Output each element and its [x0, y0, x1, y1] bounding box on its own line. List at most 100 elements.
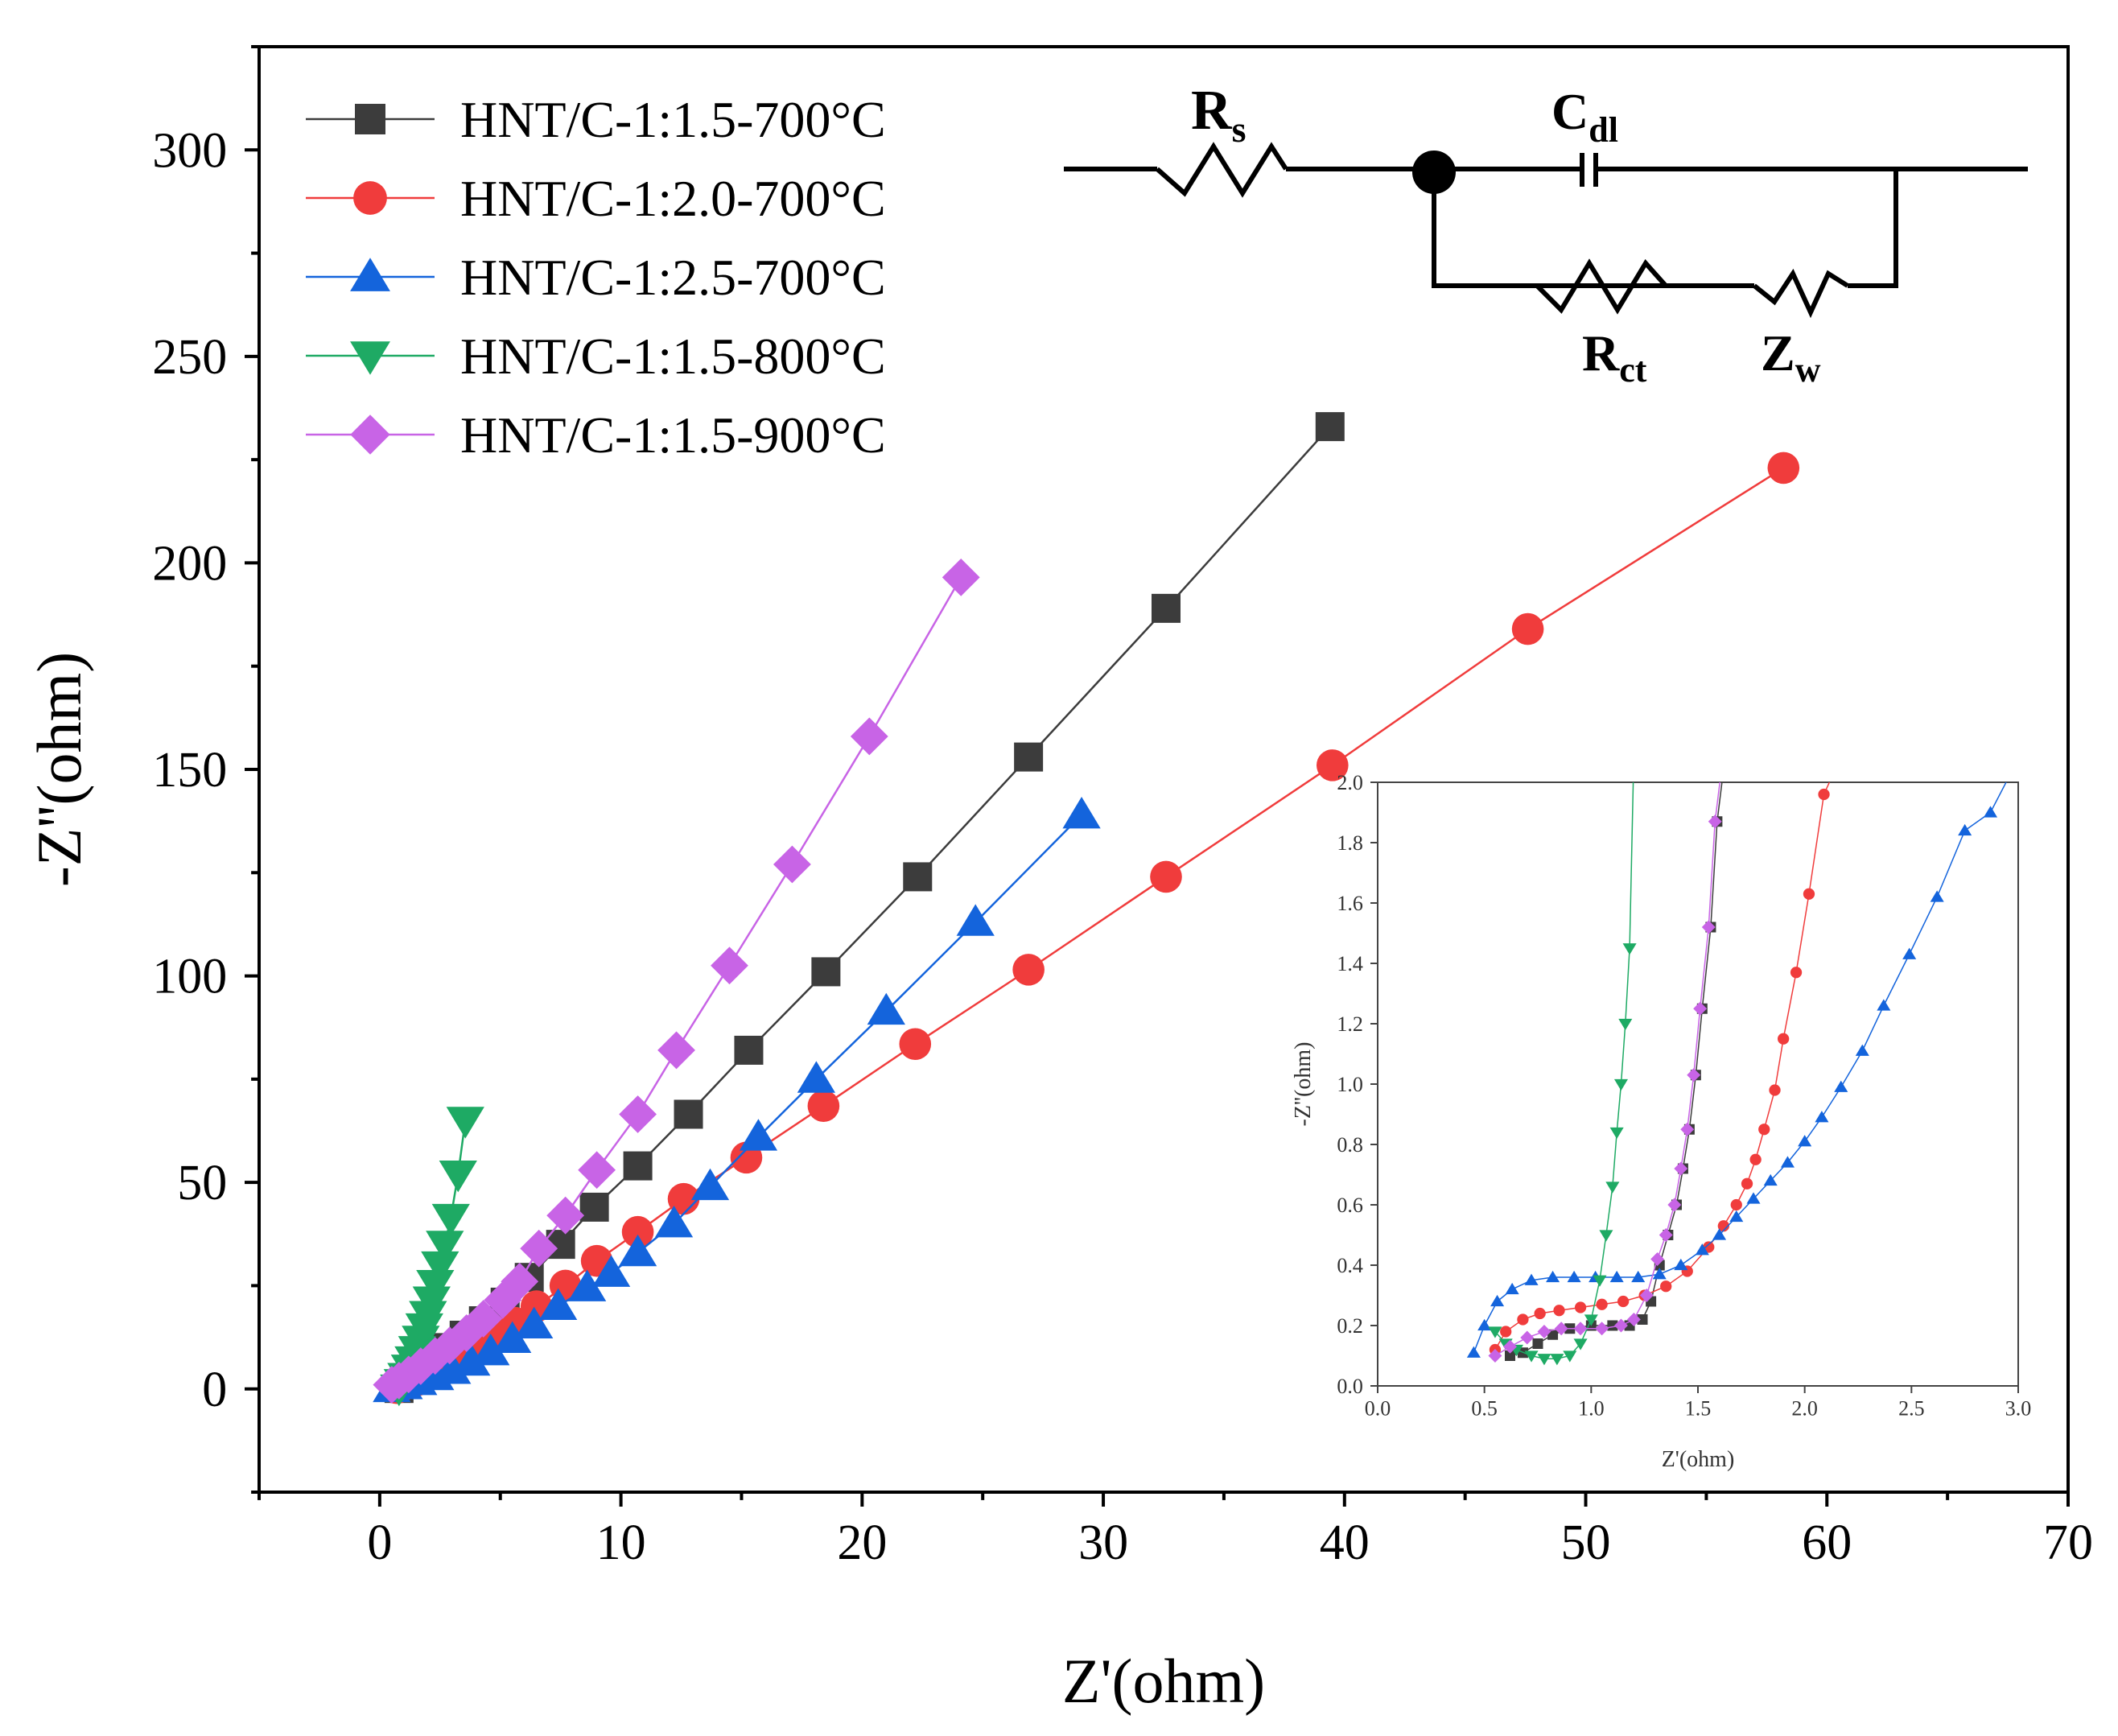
data-point: [1151, 593, 1181, 623]
data-point: [1639, 1289, 1654, 1302]
x-axis-label: Z'(ohm): [1062, 1646, 1265, 1716]
data-point: [416, 1269, 455, 1302]
data-point: [1667, 1198, 1682, 1212]
x-tick-label: 3.0: [2005, 1396, 2032, 1420]
data-point: [1062, 796, 1101, 829]
data-point: [546, 1196, 585, 1235]
legend-marker: [353, 181, 387, 215]
data-point: [811, 957, 841, 987]
data-point: [1466, 1346, 1481, 1358]
data-point: [1687, 1068, 1701, 1082]
x-tick-label: 2.0: [1791, 1396, 1818, 1420]
data-point: [1741, 1177, 1753, 1190]
data-point: [1717, 1220, 1729, 1232]
data-point: [1680, 1122, 1695, 1136]
cdl-label: Cdl: [1551, 83, 1618, 150]
circuit-node: [1412, 151, 1456, 194]
data-point: [1803, 888, 1815, 900]
data-point: [493, 1321, 532, 1354]
data-point: [568, 1269, 607, 1301]
data-point: [1505, 1282, 1519, 1295]
data-point: [1563, 1350, 1577, 1363]
data-point: [1500, 1326, 1512, 1338]
data-point: [1596, 1298, 1608, 1310]
data-point: [591, 1255, 631, 1287]
data-point: [1730, 1198, 1742, 1211]
y-tick-label: 1.0: [1337, 1073, 1363, 1096]
data-point: [1631, 1270, 1646, 1283]
data-point: [539, 1288, 578, 1320]
x-tick-label: 0.0: [1365, 1396, 1391, 1420]
plot-frame: [1377, 781, 2019, 1387]
data-point: [1660, 1280, 1672, 1293]
data-point: [1609, 1127, 1624, 1140]
data-point: [1767, 452, 1800, 485]
data-point: [1769, 1084, 1781, 1096]
data-point: [431, 1203, 470, 1236]
zw-label: Zw: [1761, 324, 1821, 390]
rct-label: Rct: [1582, 324, 1647, 390]
data-point: [1877, 999, 1891, 1011]
data-point: [1758, 1124, 1770, 1136]
data-point: [421, 1251, 459, 1284]
data-point: [956, 904, 995, 936]
data-point: [578, 1151, 616, 1190]
data-point: [579, 1192, 609, 1222]
data-point: [1490, 1294, 1505, 1307]
data-point: [1855, 1044, 1869, 1056]
data-point: [426, 1231, 464, 1263]
data-point: [464, 1300, 503, 1338]
data-point: [1701, 920, 1716, 934]
data-point: [1983, 806, 1998, 818]
data-point: [1695, 1243, 1709, 1256]
data-point: [1674, 1161, 1688, 1176]
data-point: [1674, 1258, 1688, 1271]
data-point: [1550, 1354, 1564, 1366]
data-point: [850, 717, 888, 756]
data-point: [1749, 1153, 1762, 1165]
data-point: [1503, 1339, 1517, 1354]
data-point: [1511, 612, 1544, 645]
y-tick-label: 0: [202, 1363, 227, 1417]
data-point: [1693, 1001, 1708, 1016]
x-tick-label: 60: [1802, 1515, 1852, 1570]
x-tick-label: 1.5: [1685, 1396, 1712, 1420]
data-point: [797, 1061, 836, 1093]
data-point: [412, 1286, 451, 1318]
y-tick-label: 200: [152, 537, 227, 592]
y-tick-label: 0.8: [1337, 1133, 1363, 1157]
data-point: [618, 1234, 657, 1267]
series-line: [1473, 782, 2007, 1354]
data-point: [654, 1205, 694, 1238]
data-point: [657, 1031, 695, 1070]
data-point: [1790, 967, 1803, 979]
data-point: [1605, 1181, 1620, 1194]
legend-label: HNT/C-1:1.5-800°C: [460, 328, 886, 385]
data-point: [1317, 749, 1349, 781]
data-point: [1505, 1350, 1516, 1361]
data-point: [484, 1280, 522, 1319]
data-point: [1777, 1033, 1790, 1045]
equivalent-circuit-diagram: Rs Cdl Rct Zw: [1064, 80, 2028, 390]
x-tick-label: 70: [2043, 1515, 2093, 1570]
data-point: [1012, 954, 1045, 986]
data-point: [1607, 1320, 1618, 1331]
data-point: [1537, 1354, 1551, 1366]
x-tick-label: 2.5: [1898, 1396, 1925, 1420]
y-tick-label: 1.2: [1337, 1012, 1363, 1036]
data-point: [734, 1035, 764, 1065]
y-tick-label: 0.0: [1337, 1375, 1363, 1398]
y-tick-label: 0.2: [1337, 1314, 1363, 1338]
data-area: [373, 412, 1800, 1407]
data-point: [623, 1151, 653, 1181]
data-point: [520, 1229, 558, 1268]
legend-label: HNT/C-1:1.5-900°C: [460, 406, 886, 464]
data-point: [439, 1161, 477, 1193]
zw-element: [1753, 268, 1849, 319]
x-tick-label: 20: [837, 1515, 887, 1570]
data-point: [1622, 943, 1637, 955]
data-point: [1584, 1314, 1598, 1326]
legend: HNT/C-1:1.5-700°C HNT/C-1:2.0-700°C HNT/C-…: [306, 91, 886, 464]
data-point: [1517, 1313, 1529, 1326]
